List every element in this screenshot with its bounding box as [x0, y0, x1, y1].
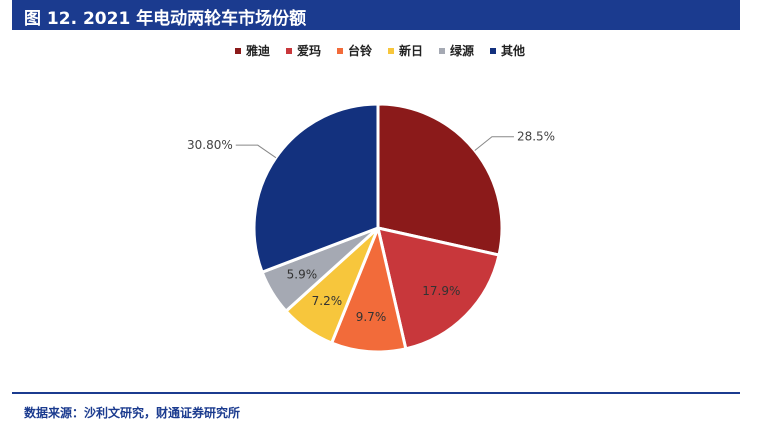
data-label: 30.80% [187, 138, 233, 152]
legend-item: 其他 [490, 42, 525, 59]
data-label: 7.2% [312, 294, 343, 308]
data-label: 9.7% [356, 310, 387, 324]
bottom-divider [12, 392, 740, 394]
legend-swatch [490, 47, 497, 54]
legend-swatch [336, 47, 343, 54]
source-note: 数据来源：沙利文研究，财通证券研究所 [24, 406, 241, 420]
pie-slice [376, 226, 501, 351]
legend-item: 新日 [388, 42, 423, 59]
legend-item: 台铃 [336, 42, 372, 59]
leader-line [235, 144, 277, 159]
legend-swatch [388, 47, 394, 54]
legend-label: 新日 [399, 44, 424, 58]
legend-label: 绿源 [450, 44, 475, 58]
figure-title: 图 12. 2021 年电动两轮车市场份额 [24, 9, 307, 29]
legend-label: 爱玛 [296, 44, 321, 58]
title-bar: 图 12. 2021 年电动两轮车市场份额 [12, 0, 740, 30]
data-label: 5.9% [287, 268, 318, 282]
leader-line [474, 136, 514, 151]
pie-chart: 28.5% 17.9% 9.7% 7.2% 5.9% 30.80% [187, 102, 555, 354]
legend-label: 台铃 [347, 44, 372, 58]
data-label: 28.5% [517, 130, 555, 144]
legend-label: 其他 [501, 44, 526, 58]
legend-item: 绿源 [439, 42, 474, 59]
legend-label: 雅迪 [245, 44, 270, 58]
chart-legend: 雅迪 爱玛 台铃 新日 绿源 其他 [0, 42, 760, 59]
legend-item: 爱玛 [285, 42, 321, 59]
legend-swatch [234, 47, 241, 54]
data-label: 17.9% [422, 284, 460, 298]
legend-item: 雅迪 [234, 42, 270, 59]
legend-swatch [439, 47, 446, 54]
legend-swatch [285, 47, 292, 54]
